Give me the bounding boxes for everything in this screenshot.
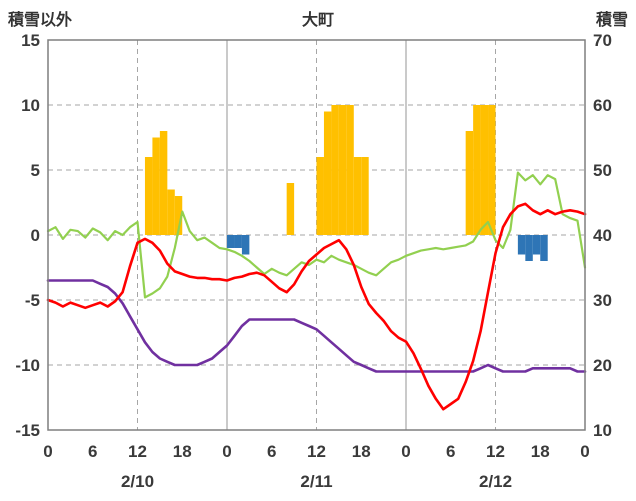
svg-text:12: 12 <box>128 442 147 461</box>
right-axis-title: 積雪 <box>595 12 628 29</box>
svg-text:60: 60 <box>593 96 612 115</box>
svg-text:10: 10 <box>593 421 612 440</box>
x-axis-tick-labels: 0 6 12 18 0 6 12 18 0 6 12 18 0 <box>43 442 589 461</box>
svg-text:0: 0 <box>31 226 40 245</box>
svg-text:18: 18 <box>173 442 192 461</box>
svg-text:10: 10 <box>21 96 40 115</box>
orange-bars <box>144 105 496 235</box>
svg-text:18: 18 <box>531 442 550 461</box>
svg-text:2/10: 2/10 <box>121 472 154 491</box>
left-axis-title: 積雪以外 <box>8 12 73 29</box>
svg-text:5: 5 <box>31 161 40 180</box>
left-axis-tick-labels: 15 10 5 0 -5 -10 -15 <box>15 31 40 440</box>
svg-text:70: 70 <box>593 31 612 50</box>
right-axis-tick-labels: 70 60 50 40 30 20 10 <box>593 31 612 440</box>
svg-text:6: 6 <box>267 442 276 461</box>
svg-text:2/11: 2/11 <box>300 472 332 491</box>
green-line <box>46 171 587 299</box>
date-labels: 2/10 2/11 2/12 <box>121 472 512 491</box>
red-line <box>46 202 587 411</box>
svg-text:20: 20 <box>593 356 612 375</box>
svg-text:40: 40 <box>593 226 612 245</box>
svg-text:12: 12 <box>486 442 505 461</box>
svg-text:12: 12 <box>307 442 326 461</box>
svg-text:50: 50 <box>593 161 612 180</box>
svg-text:-10: -10 <box>15 356 40 375</box>
svg-text:18: 18 <box>352 442 371 461</box>
purple-line <box>46 279 587 373</box>
svg-text:0: 0 <box>580 442 589 461</box>
svg-text:-5: -5 <box>25 291 40 310</box>
svg-text:0: 0 <box>222 442 231 461</box>
blue-bars <box>227 235 548 261</box>
svg-text:15: 15 <box>21 31 40 50</box>
chart-title: 大町 <box>301 12 334 29</box>
svg-text:0: 0 <box>401 442 410 461</box>
svg-text:2/12: 2/12 <box>479 472 512 491</box>
svg-text:6: 6 <box>88 442 97 461</box>
svg-text:30: 30 <box>593 291 612 310</box>
svg-text:6: 6 <box>446 442 455 461</box>
svg-text:-15: -15 <box>15 421 40 440</box>
svg-text:0: 0 <box>43 442 52 461</box>
plot-border <box>47 39 586 431</box>
